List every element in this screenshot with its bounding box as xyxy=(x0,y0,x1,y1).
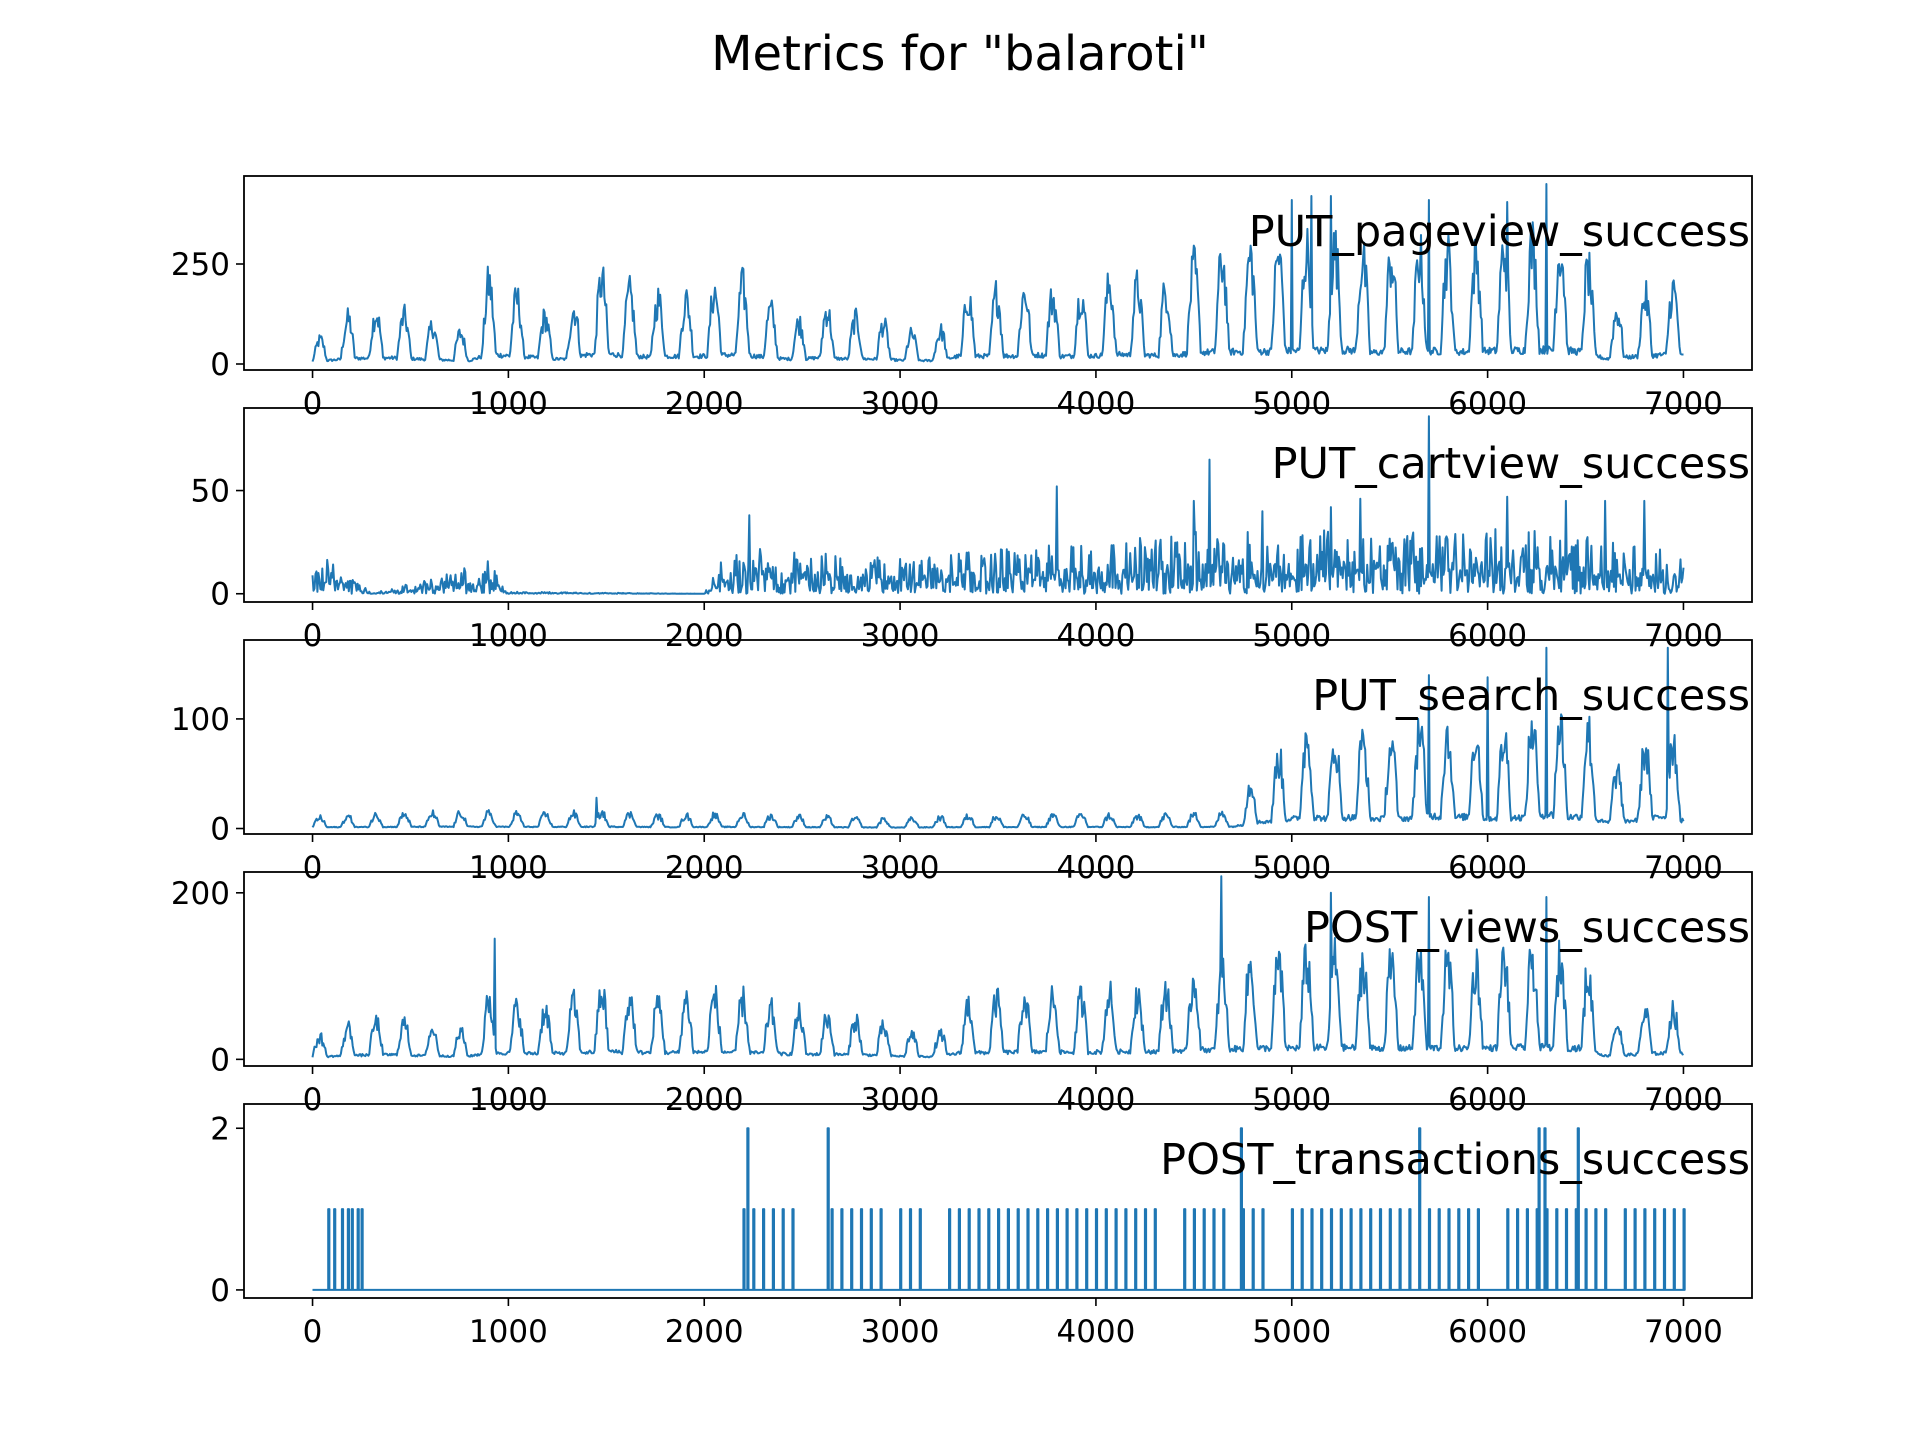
x-tick-label: 2000 xyxy=(665,850,744,886)
x-tick-label: 0 xyxy=(303,1082,323,1118)
chart-title: Metrics for "balaroti" xyxy=(711,26,1209,82)
x-tick-label: 4000 xyxy=(1056,618,1135,654)
x-tick-label: 1000 xyxy=(469,850,548,886)
x-tick-label: 3000 xyxy=(861,1314,940,1350)
x-tick-label: 2000 xyxy=(665,618,744,654)
x-tick-label: 5000 xyxy=(1252,618,1331,654)
x-tick-label: 4000 xyxy=(1056,850,1135,886)
series-line xyxy=(311,875,1684,1059)
series-name-label: PUT_search_success xyxy=(1312,671,1750,721)
panel-post-transactions-success: 0 2 0 1000 2000 3000 4000 5000 6000 7000 POST_tran… xyxy=(210,1103,1753,1350)
y-tick-label: 250 xyxy=(171,247,230,283)
y-tick-label: 0 xyxy=(210,347,230,383)
x-tick-label: 3000 xyxy=(861,1082,940,1118)
x-tick-label: 5000 xyxy=(1252,1314,1331,1350)
x-tick-label: 1000 xyxy=(469,386,548,422)
panel-put-pageview-success: 0 250 0 1000 2000 3000 4000 5000 6000 7000 PUT_pag… xyxy=(171,175,1753,422)
series-line xyxy=(311,415,1685,595)
x-tick-label: 3000 xyxy=(861,618,940,654)
axes-frame xyxy=(243,175,1753,371)
y-tick-label: 0 xyxy=(210,577,230,613)
y-tick-label: 50 xyxy=(191,474,230,510)
x-tick-label: 3000 xyxy=(861,386,940,422)
x-tick-label: 2000 xyxy=(665,1082,744,1118)
x-tick-label: 7000 xyxy=(1644,1314,1723,1350)
x-tick-label: 1000 xyxy=(469,618,548,654)
x-tick-label: 7000 xyxy=(1644,386,1723,422)
x-tick-label: 4000 xyxy=(1056,1314,1135,1350)
axes-frame xyxy=(243,1103,1753,1299)
series-name-label: POST_views_success xyxy=(1304,903,1750,953)
axes-frame xyxy=(243,407,1753,603)
series-line xyxy=(311,183,1684,363)
x-tick-label: 6000 xyxy=(1448,386,1527,422)
x-tick-label: 7000 xyxy=(1644,1082,1723,1118)
x-tick-label: 0 xyxy=(303,1314,323,1350)
x-tick-label: 5000 xyxy=(1252,1082,1331,1118)
axes-frame xyxy=(243,871,1753,1067)
y-tick-label: 2 xyxy=(210,1111,230,1147)
x-tick-label: 3000 xyxy=(861,850,940,886)
series-line xyxy=(311,646,1685,829)
series-name-label: PUT_cartview_success xyxy=(1272,439,1750,489)
x-tick-label: 2000 xyxy=(665,386,744,422)
axes-frame xyxy=(243,639,1753,835)
x-tick-label: 6000 xyxy=(1448,1082,1527,1118)
x-tick-label: 6000 xyxy=(1448,618,1527,654)
x-tick-label: 5000 xyxy=(1252,386,1331,422)
x-tick-label: 7000 xyxy=(1644,618,1723,654)
series-name-label: PUT_pageview_success xyxy=(1249,207,1750,257)
x-tick-label: 0 xyxy=(303,850,323,886)
y-tick-label: 0 xyxy=(210,812,230,848)
x-tick-label: 6000 xyxy=(1448,1314,1527,1350)
series-name-label: POST_transactions_success xyxy=(1160,1135,1750,1185)
x-tick-label: 5000 xyxy=(1252,850,1331,886)
x-tick-label: 1000 xyxy=(469,1082,548,1118)
x-tick-label: 2000 xyxy=(665,1314,744,1350)
x-tick-label: 1000 xyxy=(469,1314,548,1350)
y-tick-label: 200 xyxy=(171,876,230,912)
x-tick-label: 0 xyxy=(303,386,323,422)
x-tick-label: 6000 xyxy=(1448,850,1527,886)
y-tick-label: 100 xyxy=(171,702,230,738)
x-tick-label: 4000 xyxy=(1056,386,1135,422)
x-tick-label: 7000 xyxy=(1644,850,1723,886)
x-tick-label: 0 xyxy=(303,618,323,654)
y-tick-label: 0 xyxy=(210,1042,230,1078)
x-tick-label: 4000 xyxy=(1056,1082,1135,1118)
series-line xyxy=(312,1127,1686,1291)
y-tick-label: 0 xyxy=(210,1273,230,1309)
